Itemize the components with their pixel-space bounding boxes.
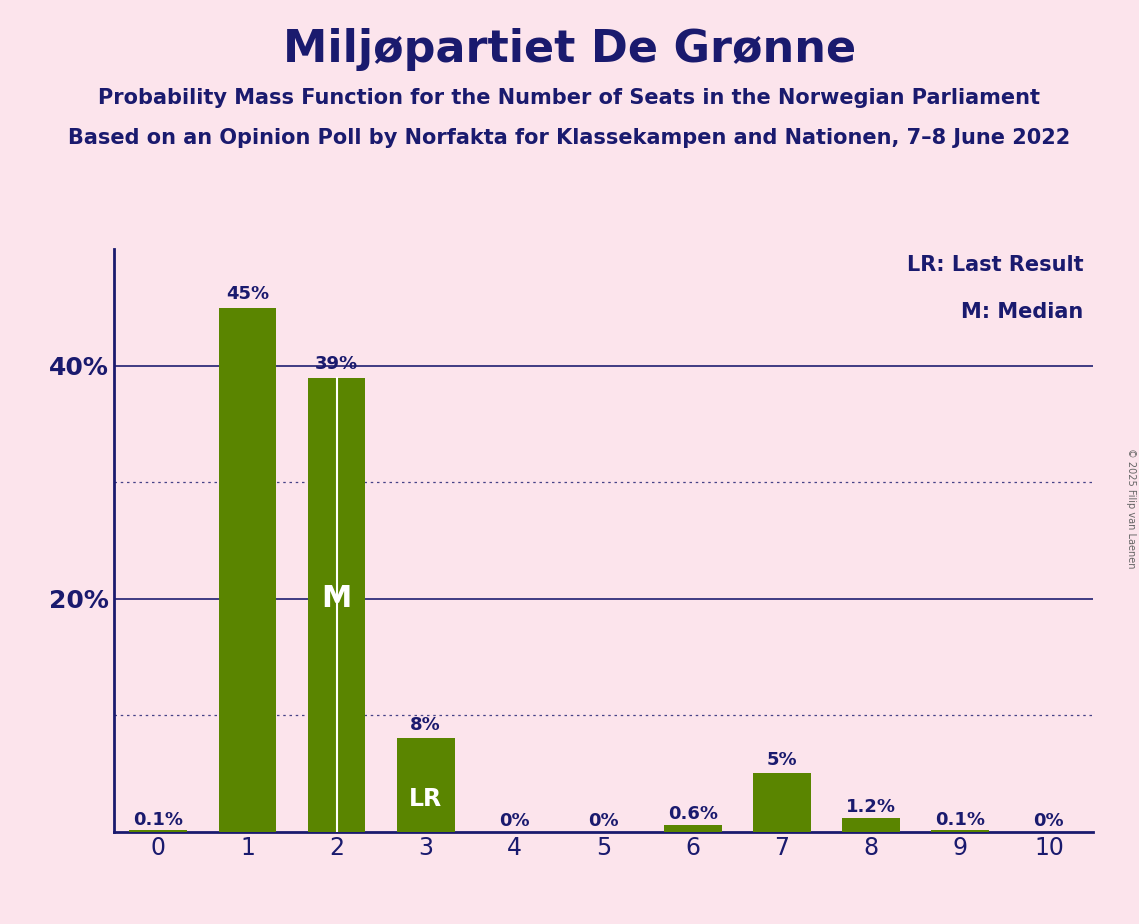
Text: 0.1%: 0.1%	[935, 810, 985, 829]
Bar	[308, 378, 366, 832]
Text: Based on an Opinion Poll by Norfakta for Klassekampen and Nationen, 7–8 June 202: Based on an Opinion Poll by Norfakta for…	[68, 128, 1071, 148]
Text: 8%: 8%	[410, 716, 441, 734]
Text: Probability Mass Function for the Number of Seats in the Norwegian Parliament: Probability Mass Function for the Number…	[98, 88, 1041, 108]
Bar	[664, 824, 722, 832]
Bar	[130, 831, 187, 832]
Text: 39%: 39%	[316, 355, 358, 373]
Text: 5%: 5%	[767, 750, 797, 769]
Text: M: M	[321, 584, 352, 614]
Bar	[842, 818, 900, 832]
Bar	[396, 738, 454, 832]
Text: 1.2%: 1.2%	[846, 798, 895, 816]
Text: 0%: 0%	[499, 812, 530, 830]
Text: 0.1%: 0.1%	[133, 810, 183, 829]
Bar	[753, 773, 811, 832]
Bar	[931, 831, 989, 832]
Text: M: Median: M: Median	[961, 302, 1083, 322]
Text: LR: Last Result: LR: Last Result	[907, 255, 1083, 275]
Text: 0%: 0%	[589, 812, 618, 830]
Text: 0%: 0%	[1033, 812, 1064, 830]
Text: Miljøpartiet De Grønne: Miljøpartiet De Grønne	[282, 28, 857, 71]
Text: LR: LR	[409, 787, 442, 811]
Text: 0.6%: 0.6%	[667, 805, 718, 823]
Bar	[219, 308, 277, 832]
Text: 45%: 45%	[226, 285, 269, 303]
Text: © 2025 Filip van Laenen: © 2025 Filip van Laenen	[1126, 448, 1136, 568]
